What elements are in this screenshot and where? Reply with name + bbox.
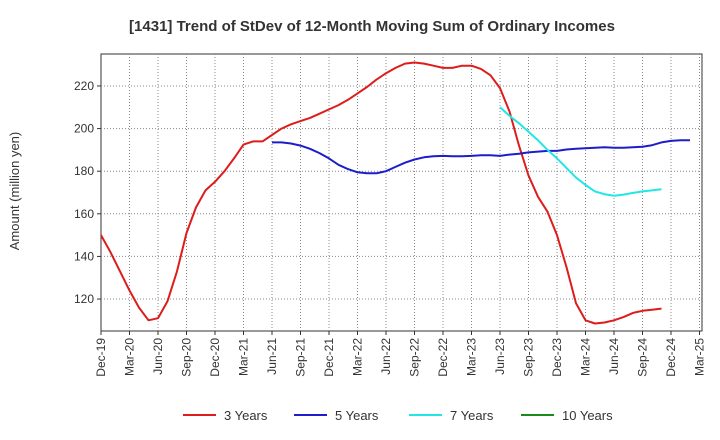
x-tick-label: Mar-24 bbox=[579, 338, 593, 376]
y-tick-label: 160 bbox=[74, 207, 94, 221]
legend-item-3-years: 3 Years bbox=[183, 408, 268, 423]
x-tick-label: Dec-22 bbox=[436, 338, 450, 377]
x-tick-label: Dec-21 bbox=[322, 338, 336, 377]
x-tick-label: Jun-24 bbox=[607, 338, 621, 375]
x-tick-label: Dec-20 bbox=[208, 338, 222, 377]
x-tick-label: Dec-23 bbox=[550, 338, 564, 377]
y-tick-label: 180 bbox=[74, 164, 94, 178]
y-tick-label: 120 bbox=[74, 292, 94, 306]
x-tick-label: Mar-20 bbox=[123, 338, 137, 376]
legend-item-10-years: 10 Years bbox=[521, 408, 613, 423]
x-tick-label: Sep-20 bbox=[180, 338, 194, 377]
legend-label: 7 Years bbox=[450, 408, 494, 423]
x-tick-label: Jun-20 bbox=[151, 338, 165, 375]
legend-label: 10 Years bbox=[562, 408, 613, 423]
x-tick-label: Mar-25 bbox=[693, 338, 707, 376]
series-line-7-years bbox=[499, 106, 662, 197]
x-tick-label: Sep-24 bbox=[636, 338, 650, 377]
y-tick-label: 140 bbox=[74, 249, 94, 263]
x-axis: Dec-19 Mar-20 Jun-20 Sep-20 Dec-20 Mar-21 Jun-… bbox=[94, 331, 707, 377]
x-tick-label: Jun-21 bbox=[265, 338, 279, 375]
x-tick-label: Mar-21 bbox=[237, 338, 251, 376]
x-tick-label: Sep-23 bbox=[522, 338, 536, 377]
y-tick-label: 200 bbox=[74, 122, 94, 136]
x-tick-label: Sep-22 bbox=[408, 338, 422, 377]
x-tick-label: Jun-23 bbox=[493, 338, 507, 375]
x-tick-label: Sep-21 bbox=[294, 338, 308, 377]
y-tick-label: 220 bbox=[74, 79, 94, 93]
chart-title: [1431] Trend of StDev of 12-Month Moving… bbox=[129, 18, 615, 35]
x-tick-label: Mar-22 bbox=[351, 338, 365, 376]
legend-label: 5 Years bbox=[335, 408, 379, 423]
y-axis: 120 140 160 180 200 220 bbox=[74, 79, 101, 306]
x-tick-label: Dec-24 bbox=[664, 338, 678, 377]
x-tick-label: Jun-22 bbox=[379, 338, 393, 375]
x-tick-label: Dec-19 bbox=[94, 338, 108, 377]
y-axis-label: Amount (million yen) bbox=[7, 132, 22, 251]
series-line-5-years bbox=[272, 139, 690, 175]
legend-item-5-years: 5 Years bbox=[294, 408, 379, 423]
series-line-3-years bbox=[100, 61, 662, 325]
x-tick-label: Mar-23 bbox=[465, 338, 479, 376]
legend-label: 3 Years bbox=[224, 408, 268, 423]
series-lines bbox=[100, 61, 690, 325]
plot-area bbox=[100, 53, 703, 332]
legend: 3 Years 5 Years 7 Years 10 Years bbox=[183, 408, 613, 423]
gridlines bbox=[101, 54, 702, 331]
legend-item-7-years: 7 Years bbox=[409, 408, 494, 423]
